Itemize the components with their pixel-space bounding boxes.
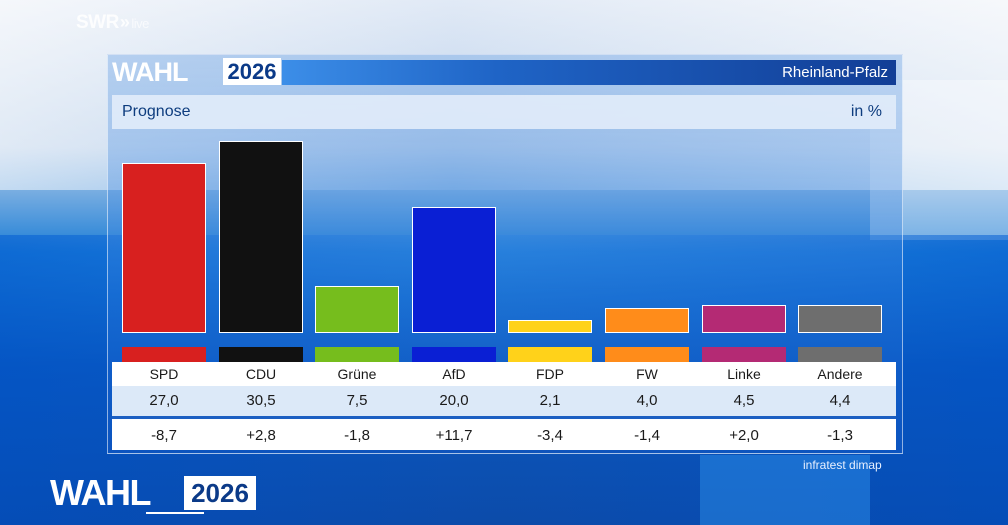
results-table: SPD 27,0 -8,7 CDU 30,5 +2,8 Grüne 7,5 -1,8 AfD 20,… bbox=[112, 362, 896, 450]
party-name: CDU bbox=[245, 366, 277, 382]
party-name: FW bbox=[636, 366, 658, 382]
party-name: Linke bbox=[727, 366, 761, 382]
party-name: Andere bbox=[817, 366, 863, 382]
party-name: SPD bbox=[149, 366, 179, 382]
party-name: Grüne bbox=[337, 366, 377, 382]
value-label: 4,4 bbox=[829, 392, 851, 409]
chart-subheader: Prognose in % bbox=[112, 95, 896, 129]
value-label: 30,5 bbox=[246, 392, 276, 409]
change-label: -3,4 bbox=[537, 427, 563, 444]
color-strip-linke bbox=[702, 347, 786, 362]
change-row bbox=[112, 416, 896, 450]
value-label: 4,5 bbox=[733, 392, 755, 409]
change-label: +2,8 bbox=[246, 427, 276, 444]
bar-fdp bbox=[508, 320, 592, 333]
bar-fw bbox=[605, 308, 689, 333]
graphic-header: WAHL 2026 Rheinland-Pfalz bbox=[112, 58, 896, 86]
footer-logo-year: 2026 bbox=[184, 476, 256, 510]
value-label: 20,0 bbox=[439, 392, 469, 409]
color-strip-grne bbox=[315, 347, 399, 362]
color-strip-fdp bbox=[508, 347, 592, 362]
value-row bbox=[112, 386, 896, 416]
color-strip-fw bbox=[605, 347, 689, 362]
change-label: -1,4 bbox=[634, 427, 660, 444]
bar-andere bbox=[798, 305, 882, 333]
color-strip-cdu bbox=[219, 347, 303, 362]
value-label: 2,1 bbox=[539, 392, 561, 409]
color-strip-afd bbox=[412, 347, 496, 362]
party-name: AfD bbox=[442, 366, 466, 382]
chart-unit: in % bbox=[850, 103, 882, 120]
change-label: -1,3 bbox=[827, 427, 853, 444]
color-strip-andere bbox=[798, 347, 882, 362]
region-label: Rheinland-Pfalz bbox=[782, 64, 888, 81]
broadcaster-name: SWR bbox=[76, 12, 119, 33]
chart-title: Prognose bbox=[122, 103, 191, 120]
broadcaster-suffix: live bbox=[131, 16, 149, 31]
party-name-row bbox=[112, 362, 896, 386]
header-logo-word: WAHL bbox=[112, 57, 188, 87]
change-label: +2,0 bbox=[729, 427, 759, 444]
change-label: -8,7 bbox=[151, 427, 177, 444]
broadcaster-logo: SWR» live bbox=[76, 12, 149, 34]
bar-grne bbox=[315, 286, 399, 333]
change-label: -1,8 bbox=[344, 427, 370, 444]
party-name: FDP bbox=[536, 366, 564, 382]
bar-afd bbox=[412, 207, 496, 333]
bar-spd bbox=[122, 163, 206, 333]
footer-logo-underline bbox=[146, 512, 204, 514]
header-bar: Rheinland-Pfalz bbox=[282, 60, 896, 85]
background-light-block bbox=[700, 455, 870, 525]
value-label: 4,0 bbox=[636, 392, 658, 409]
bar-cdu bbox=[219, 141, 303, 333]
footer-logo-word: WAHL bbox=[50, 472, 151, 513]
chevron-icon: » bbox=[119, 12, 130, 32]
header-logo-year: 2026 bbox=[223, 58, 281, 85]
value-label: 7,5 bbox=[346, 392, 368, 409]
source-label: infratest dimap bbox=[803, 458, 882, 472]
bar-linke bbox=[702, 305, 786, 333]
value-label: 27,0 bbox=[149, 392, 179, 409]
change-label: +11,7 bbox=[435, 427, 473, 444]
color-strip-spd bbox=[122, 347, 206, 362]
